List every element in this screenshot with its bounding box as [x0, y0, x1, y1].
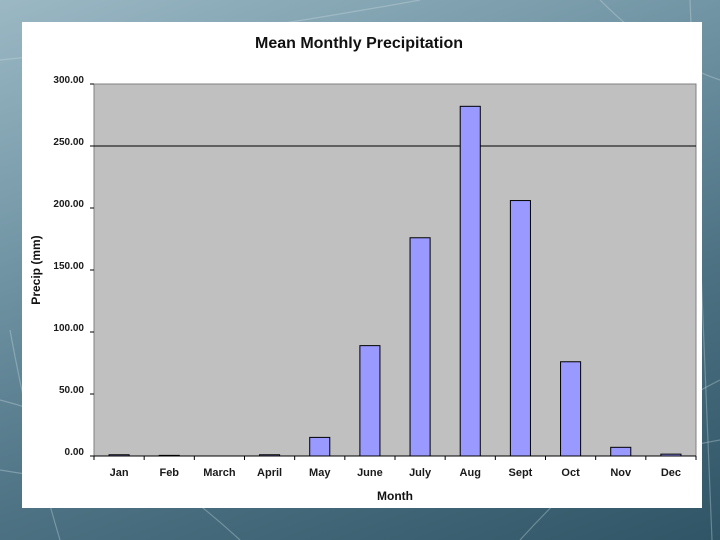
y-axis-ticks: 0.00 50.00 100.00 150.00 200.00 250.00 300.00: [53, 75, 94, 458]
bar-oct: [560, 361, 582, 457]
x-tick-label: Sept: [508, 467, 532, 479]
y-tick-label: 200.00: [53, 199, 84, 210]
bars: [108, 105, 682, 457]
x-tick-label: March: [203, 467, 236, 479]
bar-may: [309, 436, 331, 457]
x-axis-ticks: Jan Feb March April May June July Aug Sept Oct Nov…: [93, 456, 697, 479]
y-axis-title: Precip (mm): [29, 235, 43, 304]
bar-nov: [610, 446, 632, 457]
x-tick-label: Aug: [460, 467, 481, 479]
x-tick-label: June: [357, 467, 383, 479]
y-tick-label: 0.00: [65, 447, 85, 458]
chart-title: Mean Monthly Precipitation: [255, 35, 463, 52]
y-tick-label: 150.00: [53, 261, 84, 272]
x-tick-label: Jan: [110, 467, 129, 479]
bar-sept: [509, 200, 531, 457]
x-tick-label: April: [257, 467, 282, 479]
x-tick-label: May: [309, 467, 331, 479]
y-tick-label: 250.00: [53, 137, 84, 148]
bar-june: [359, 345, 381, 457]
plot-area: [93, 83, 697, 457]
x-tick-label: July: [409, 467, 432, 479]
bar-aug: [459, 105, 481, 457]
x-tick-label: Oct: [561, 467, 580, 479]
x-tick-label: Nov: [610, 467, 632, 479]
x-tick-label: Feb: [159, 467, 179, 479]
y-tick-label: 100.00: [53, 323, 84, 334]
y-tick-label: 300.00: [53, 75, 84, 86]
y-tick-label: 50.00: [59, 385, 84, 396]
x-tick-label: Dec: [661, 467, 681, 479]
bar-july: [409, 237, 431, 457]
x-axis-title: Month: [377, 489, 413, 503]
